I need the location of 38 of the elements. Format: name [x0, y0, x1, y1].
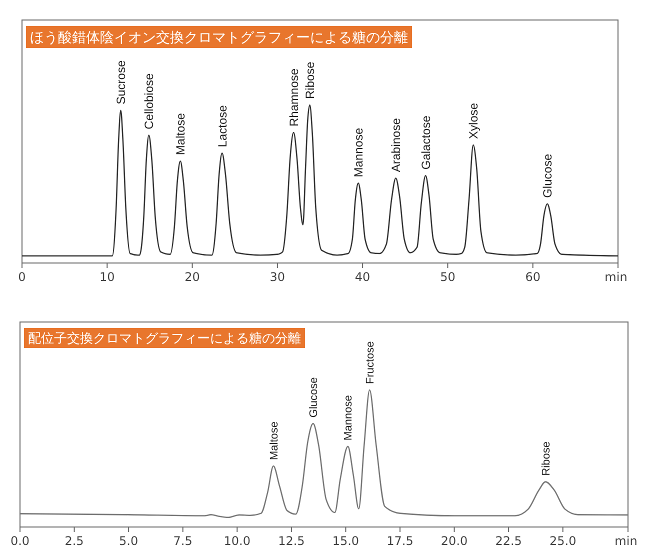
x-tick-label: 22.5	[495, 534, 522, 548]
x-tick-label: 50	[440, 270, 456, 284]
x-tick-label: 20.0	[440, 534, 468, 548]
annotation: Sucrose	[114, 60, 128, 104]
annotation: Mannose	[352, 128, 366, 178]
annotation: Cellobiose	[142, 72, 156, 130]
x-axis-title: min	[614, 534, 638, 548]
annotation: Maltose	[268, 422, 280, 460]
x-tick-label: 25.0	[550, 534, 576, 548]
chart-title: ほう酸錯体陰イオン交換クロマトグラフィーによる糖の分離	[30, 30, 408, 46]
x-tick-label: 2.5	[64, 534, 84, 548]
x-tick-label: 15.0	[332, 534, 360, 548]
annotation: Xylose	[466, 102, 480, 139]
annotation: Ribose	[540, 442, 552, 476]
x-tick-label: 30	[270, 270, 286, 284]
annotation: Mannose	[342, 395, 355, 440]
x-tick-label: 0	[18, 270, 26, 284]
x-tick-label: 40	[354, 270, 370, 284]
annotation: Glucose	[540, 154, 555, 198]
x-tick-label: 20	[184, 270, 200, 284]
annotation: Maltose	[174, 112, 188, 156]
annotation: Arabinose	[388, 118, 403, 172]
annotation: Glucose	[308, 377, 320, 418]
x-tick-label: 12.5	[278, 534, 305, 548]
x-tick-label: 60	[525, 270, 540, 284]
annotation: Galactose	[418, 115, 433, 170]
x-tick-label: 0.0	[10, 534, 30, 548]
annotation: Fructose	[364, 341, 376, 384]
x-tick-label: 17.5	[386, 534, 414, 548]
annotation: Ribose	[302, 61, 317, 99]
x-tick-label: 10	[100, 270, 115, 284]
annotation: Lactose	[215, 104, 230, 148]
chart-title: 配位子交換クロマトグラフィーによる糖の分離	[28, 330, 301, 347]
annotation: Rhamnose	[286, 68, 301, 126]
x-tick-label: 7.5	[173, 534, 192, 548]
x-tick-label: 10.0	[224, 534, 250, 548]
x-tick-label: 5.0	[119, 534, 138, 548]
x-axis-title: min	[604, 270, 628, 284]
